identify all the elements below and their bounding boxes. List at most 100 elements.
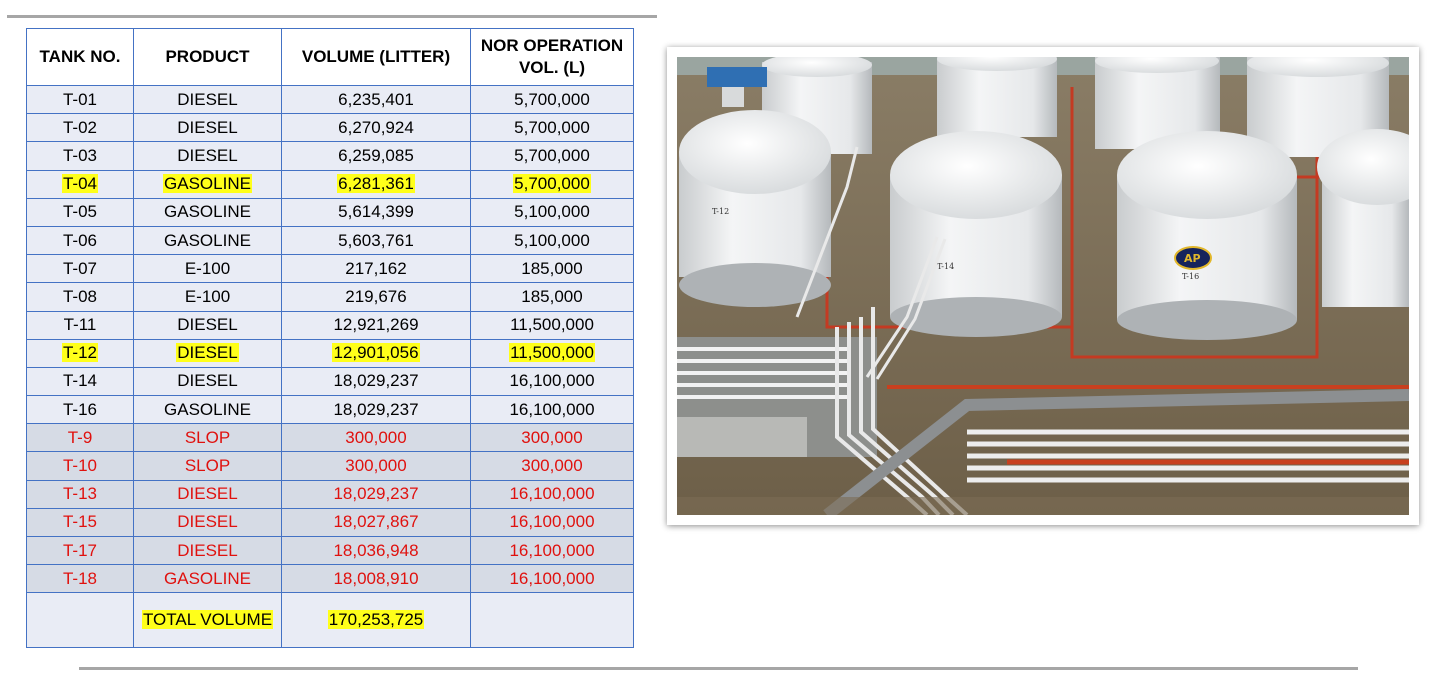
- cell-tank: T-10: [26, 451, 134, 481]
- nor-value: 5,700,000: [514, 89, 590, 109]
- nor-value: 5,100,000: [514, 230, 590, 250]
- tank-label-t12: T-12: [712, 207, 729, 216]
- cell-nor: 5,700,000: [470, 169, 634, 199]
- bottom-divider: [79, 667, 1358, 670]
- tank-label-t16: T-16: [1182, 272, 1199, 281]
- table-row: T-08 E-100 219,676 185,000: [26, 282, 634, 312]
- nor-value: 16,100,000: [509, 399, 595, 419]
- cell-tank: T-06: [26, 225, 134, 256]
- tank-value: T-13: [62, 484, 98, 504]
- cell-nor: 5,100,000: [470, 197, 634, 227]
- table-row: T-07 E-100 217,162 185,000: [26, 254, 634, 284]
- tank-value: T-03: [62, 145, 98, 165]
- cell-product: SLOP: [133, 423, 282, 453]
- product-value: SLOP: [184, 427, 231, 447]
- nor-value: 300,000: [521, 427, 583, 447]
- cell-volume: 217,162: [281, 254, 471, 284]
- cell-volume: 6,270,924: [281, 113, 471, 143]
- cell-nor: 185,000: [470, 282, 634, 312]
- table-body: T-01 DIESEL 6,235,401 5,700,000 T-02 DIESEL 6,…: [26, 84, 634, 649]
- total-volume-label: TOTAL VOLUME: [141, 610, 274, 630]
- tank-value: T-05: [62, 202, 98, 222]
- table-row: T-05 GASOLINE 5,614,399 5,100,000: [26, 197, 634, 227]
- cell-volume: 5,603,761: [281, 225, 471, 256]
- tank-volume-table: TANK NO. PRODUCT VOLUME (LITTER) NOR OPE…: [26, 28, 634, 649]
- cell-nor: 16,100,000: [470, 366, 634, 397]
- cell-tank: T-04: [26, 169, 134, 199]
- cell-tank: T-03: [26, 141, 134, 171]
- cell-product: GASOLINE: [133, 197, 282, 227]
- nor-value: 16,100,000: [509, 371, 595, 391]
- total-volume-value: 170,253,725: [327, 610, 425, 630]
- cell-product: DIESEL: [133, 507, 282, 538]
- volume-value: 18,029,237: [333, 399, 419, 419]
- cell-nor: 16,100,000: [470, 479, 634, 509]
- cell-tank: T-18: [26, 564, 134, 594]
- header-nor-line2: VOL. (L): [518, 58, 586, 77]
- volume-value: 18,008,910: [333, 568, 419, 588]
- volume-value: 5,614,399: [338, 202, 414, 222]
- ap-logo: AP: [1174, 246, 1212, 270]
- tank-label-t14: T-14: [937, 262, 954, 271]
- cell-tank: T-11: [26, 310, 134, 340]
- cell-tank: T-14: [26, 366, 134, 397]
- table-row: T-13 DIESEL 18,029,237 16,100,000: [26, 479, 634, 509]
- nor-value: 5,700,000: [513, 174, 591, 194]
- volume-value: 18,029,237: [333, 371, 419, 391]
- product-value: GASOLINE: [164, 202, 251, 222]
- cell-product: DIESEL: [133, 535, 282, 566]
- nor-value: 185,000: [521, 258, 583, 278]
- table-row: T-04 GASOLINE 6,281,361 5,700,000: [26, 169, 634, 199]
- cell-nor: 5,100,000: [470, 225, 634, 256]
- table-row: T-10 SLOP 300,000 300,000: [26, 451, 634, 481]
- tank-value: T-10: [62, 456, 98, 476]
- cell-volume: 219,676: [281, 282, 471, 312]
- nor-value: 5,700,000: [514, 117, 590, 137]
- volume-value: 300,000: [345, 427, 407, 447]
- nor-value: 5,700,000: [514, 145, 590, 165]
- product-value: DIESEL: [177, 540, 238, 560]
- cell-volume: 18,029,237: [281, 395, 471, 425]
- tank-value: T-18: [62, 568, 98, 588]
- table-row: T-17 DIESEL 18,036,948 16,100,000: [26, 535, 634, 566]
- cell-tank: T-05: [26, 197, 134, 227]
- cell-volume: 18,036,948: [281, 535, 471, 566]
- volume-value: 6,235,401: [338, 89, 414, 109]
- tank-value: T-01: [62, 89, 98, 109]
- cell-product: DIESEL: [133, 479, 282, 509]
- cell-volume: 5,614,399: [281, 197, 471, 227]
- product-value: DIESEL: [177, 371, 238, 391]
- cell-volume: 18,029,237: [281, 479, 471, 509]
- cell-volume: 6,235,401: [281, 84, 471, 115]
- nor-value: 185,000: [521, 286, 583, 306]
- nor-value: 16,100,000: [509, 512, 595, 532]
- table-row: T-06 GASOLINE 5,603,761 5,100,000: [26, 225, 634, 256]
- total-empty-cell: [470, 592, 634, 649]
- cell-product: E-100: [133, 254, 282, 284]
- tank-value: T-04: [61, 174, 99, 194]
- cell-nor: 11,500,000: [470, 338, 634, 368]
- table-row: T-15 DIESEL 18,027,867 16,100,000: [26, 507, 634, 538]
- table-row: T-11 DIESEL 12,921,269 11,500,000: [26, 310, 634, 340]
- tank-value: T-02: [62, 117, 98, 137]
- cell-product: GASOLINE: [133, 225, 282, 256]
- tank-value: T-12: [61, 343, 99, 363]
- product-value: DIESEL: [177, 315, 238, 335]
- cell-nor: 185,000: [470, 254, 634, 284]
- volume-value: 5,603,761: [338, 230, 414, 250]
- nor-value: 16,100,000: [509, 484, 595, 504]
- back-row-tanks: [762, 57, 1389, 157]
- volume-value: 219,676: [345, 286, 407, 306]
- volume-value: 6,281,361: [337, 174, 415, 194]
- cell-nor: 16,100,000: [470, 564, 634, 594]
- cell-volume: 300,000: [281, 423, 471, 453]
- product-value: GASOLINE: [164, 399, 251, 419]
- cell-product: DIESEL: [133, 113, 282, 143]
- cell-product: DIESEL: [133, 84, 282, 115]
- cell-product: GASOLINE: [133, 564, 282, 594]
- tank-farm-illustration: T-12 T-14 T-16 AP: [677, 57, 1409, 515]
- product-value: E-100: [184, 286, 231, 306]
- tank-farm-photo: T-12 T-14 T-16 AP: [667, 47, 1419, 525]
- cell-tank: T-17: [26, 535, 134, 566]
- cell-tank: T-07: [26, 254, 134, 284]
